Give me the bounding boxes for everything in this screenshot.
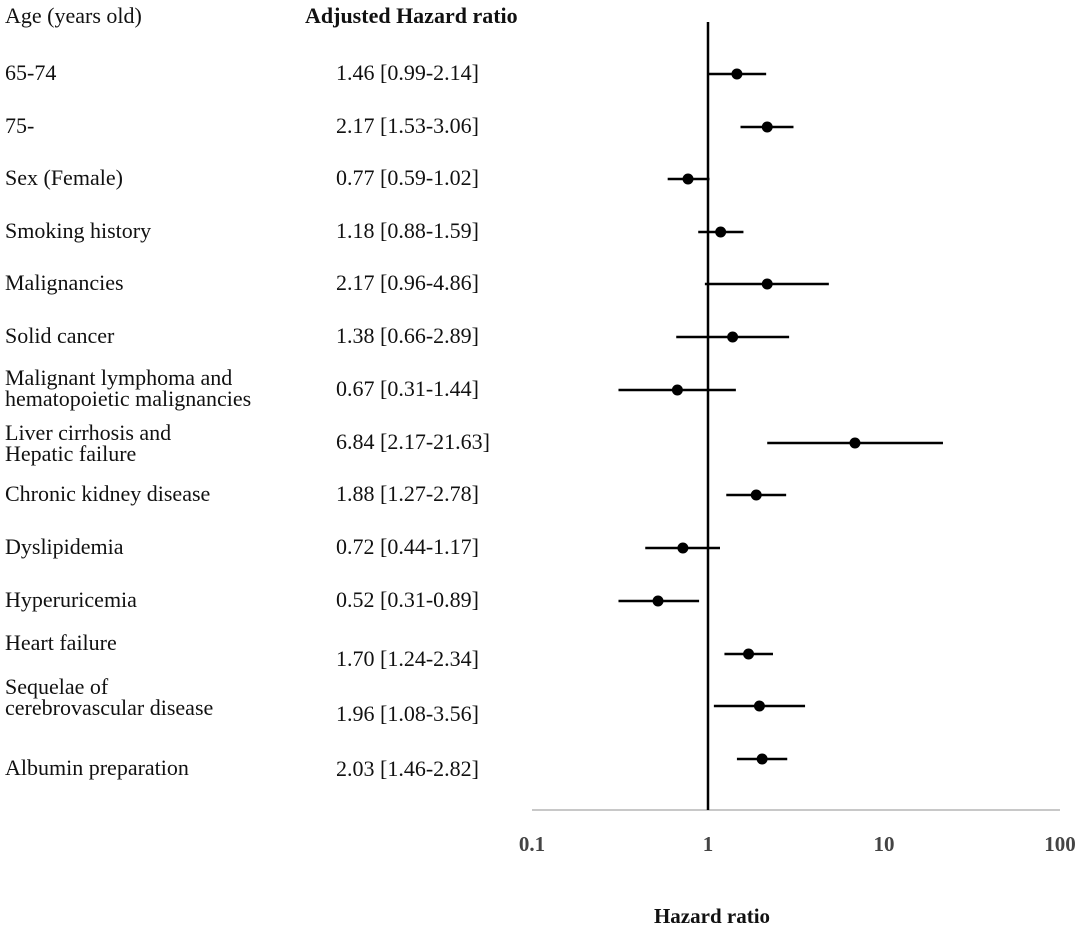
row-hazard-ratio: 2.03 [1.46-2.82]	[336, 756, 479, 781]
point-estimate	[727, 331, 739, 343]
point-estimate	[715, 226, 727, 238]
hazard-ratio-column-header: Adjusted Hazard ratio	[305, 3, 518, 28]
row-hazard-ratio: 1.38 [0.66-2.89]	[336, 323, 479, 348]
row-label: Malignancies	[5, 270, 124, 295]
row-label: Albumin preparation	[5, 755, 189, 780]
point-estimate	[652, 595, 664, 607]
row-hazard-ratio: 1.70 [1.24-2.34]	[336, 646, 479, 671]
row-label: Solid cancer	[5, 323, 115, 348]
row-hazard-ratio: 0.72 [0.44-1.17]	[336, 534, 479, 559]
row-label: 65-74	[5, 60, 57, 85]
row-hazard-ratio: 2.17 [1.53-3.06]	[336, 113, 479, 138]
point-estimate	[682, 173, 694, 185]
row-hazard-ratio: 1.88 [1.27-2.78]	[336, 481, 479, 506]
point-estimate	[731, 68, 743, 80]
row-hazard-ratio: 0.67 [0.31-1.44]	[336, 376, 479, 401]
point-estimate	[671, 384, 683, 396]
row-label: Malignant lymphoma and hematopoietic mal…	[5, 365, 252, 411]
point-estimate	[756, 753, 768, 765]
row-hazard-ratio: 0.77 [0.59-1.02]	[336, 165, 479, 190]
x-tick-label: 100	[1044, 832, 1076, 856]
row-label: Liver cirrhosis and Hepatic failure	[5, 420, 172, 466]
point-estimate	[677, 542, 689, 554]
point-estimate	[761, 121, 773, 133]
row-label: Heart failure	[5, 630, 117, 655]
row-label: 75-	[5, 113, 35, 138]
x-tick-label: 1	[702, 832, 714, 856]
row-label: Sequelae of cerebrovascular disease	[5, 674, 214, 720]
row-hazard-ratio: 2.17 [0.96-4.86]	[336, 270, 479, 295]
point-estimate	[849, 437, 861, 449]
x-tick-label: 10	[873, 832, 895, 856]
row-label: Chronic kidney disease	[5, 481, 211, 506]
point-estimate	[743, 648, 755, 660]
variable-column-header: Age (years old)	[5, 3, 142, 28]
row-hazard-ratio: 1.46 [0.99-2.14]	[336, 60, 479, 85]
x-tick-label: 0.1	[518, 832, 546, 856]
row-label: Hyperuricemia	[5, 587, 137, 612]
row-hazard-ratio: 0.52 [0.31-0.89]	[336, 587, 479, 612]
point-estimate	[753, 700, 765, 712]
row-hazard-ratio: 1.96 [1.08-3.56]	[336, 701, 479, 726]
row-hazard-ratio: 6.84 [2.17-21.63]	[336, 429, 490, 454]
point-estimate	[750, 489, 762, 501]
row-label: Smoking history	[5, 218, 152, 243]
point-estimate	[761, 278, 773, 290]
row-label: Dyslipidemia	[5, 534, 124, 559]
row-label: Sex (Female)	[5, 165, 123, 190]
row-hazard-ratio: 1.18 [0.88-1.59]	[336, 218, 479, 243]
x-axis-label: Hazard ratio	[653, 904, 771, 928]
